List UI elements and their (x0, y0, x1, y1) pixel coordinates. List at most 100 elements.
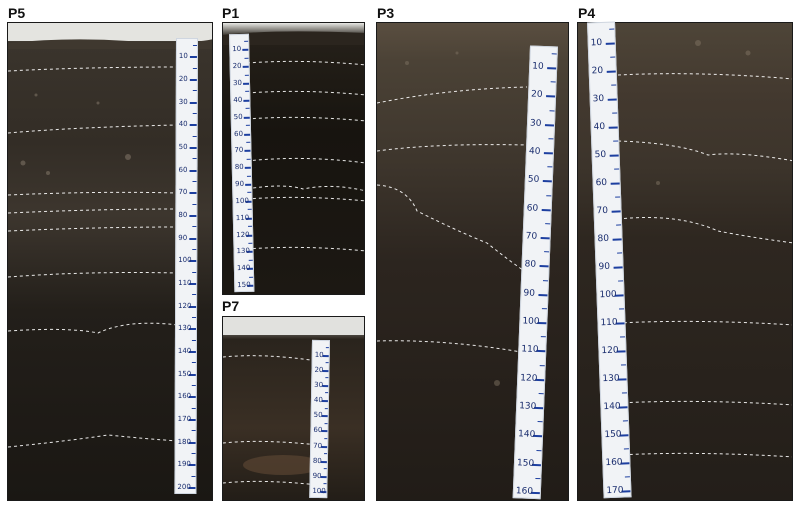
tape-tick-label: 40 (233, 95, 243, 105)
tape-minor-tick (538, 392, 544, 395)
tape-minor-tick (192, 113, 197, 115)
tape-minor-tick (621, 392, 627, 394)
tape-minor-tick (192, 317, 197, 319)
tape-tick (242, 66, 249, 69)
tape-tick (189, 237, 197, 240)
tape-minor-tick (610, 56, 616, 58)
tape-minor-tick (191, 475, 196, 477)
tape-tick-label: 10 (232, 45, 242, 54)
tape-minor-tick (191, 385, 196, 387)
tape-tick-label: 60 (178, 165, 188, 174)
tape-tick-label: 30 (232, 79, 243, 88)
tape-minor-tick (192, 226, 197, 228)
panel-label-p5: P5 (8, 5, 26, 21)
tape-tick-label: 80 (312, 456, 322, 465)
tape-tick (611, 210, 621, 213)
tape-tick (242, 49, 249, 52)
tape-tick-label: 160 (515, 486, 534, 497)
tape-minor-tick (245, 108, 250, 110)
tape-tick-label: 10 (590, 37, 603, 49)
tape-minor-tick (619, 336, 626, 338)
panel-label-p7: P7 (222, 298, 240, 314)
tape-minor-tick (192, 203, 197, 205)
tape-tick-label: 30 (529, 118, 542, 129)
tape-minor-tick (191, 339, 196, 341)
tape-minor-tick (246, 175, 251, 177)
tape-tick-label: 20 (178, 74, 188, 84)
tape-minor-tick (325, 392, 329, 394)
tape-tick (244, 133, 251, 136)
tape-tick-label: 150 (604, 429, 622, 441)
tape-tick-label: 130 (602, 373, 620, 385)
tape-minor-tick (244, 40, 249, 42)
tape-minor-tick (612, 112, 618, 114)
tape-tick-label: 130 (177, 324, 192, 333)
tape-minor-tick (546, 194, 552, 196)
tape-tick-label: 50 (594, 149, 607, 161)
tape-tick-label: 80 (524, 259, 537, 271)
tape-minor-tick (246, 141, 251, 143)
tape-minor-tick (246, 158, 251, 160)
tape-tick-label: 50 (313, 411, 323, 420)
measuring-tape-p7: 10 20 30 40 50 60 70 80 90 100 (309, 339, 330, 499)
panel-label-p3: P3 (377, 5, 395, 21)
tape-tick-label: 40 (313, 395, 323, 405)
tape-tick (189, 124, 197, 127)
tape-minor-tick (248, 259, 253, 261)
tape-tick (540, 237, 550, 240)
tape-tick-label: 90 (598, 261, 611, 273)
tape-minor-tick (620, 364, 626, 366)
tape-minor-tick (244, 57, 249, 59)
tape-tick-label: 100 (312, 486, 326, 496)
tape-tick (189, 56, 197, 59)
tape-tick-label: 150 (516, 457, 535, 469)
tape-minor-tick (247, 209, 252, 211)
tape-tick (546, 95, 556, 98)
tape-minor-tick (192, 181, 197, 183)
tape-tick-label: 200 (177, 482, 191, 492)
tape-tick-label: 140 (177, 346, 192, 356)
tape-minor-tick (614, 168, 620, 170)
tape-minor-tick (618, 280, 624, 282)
tape-minor-tick (536, 449, 542, 451)
tape-tick-label: 70 (234, 146, 244, 155)
tape-minor-tick (325, 377, 329, 379)
tape-tick-label: 10 (178, 52, 188, 61)
tape-tick-label: 110 (178, 278, 192, 288)
tape-tick-label: 120 (520, 373, 538, 384)
tape-tick-label: 70 (313, 441, 323, 450)
tape-minor-tick (249, 276, 254, 278)
tape-minor-tick (551, 53, 557, 55)
tape-tick-label: 100 (178, 256, 192, 265)
tape-tick-label: 30 (314, 380, 324, 389)
tape-minor-tick (324, 453, 328, 455)
tape-tick (189, 79, 197, 82)
tape-minor-tick (613, 140, 619, 142)
tape-minor-tick (192, 294, 197, 296)
tape-tick-label: 40 (593, 121, 606, 133)
tape-tick-label: 60 (234, 129, 244, 138)
tape-tick-label: 120 (601, 345, 619, 357)
tape-tick-label: 130 (518, 401, 537, 412)
tape-tick-label: 60 (526, 203, 539, 214)
tape-tick-label: 40 (528, 146, 541, 158)
tape-tick-label: 50 (178, 142, 188, 152)
tape-tick (243, 116, 250, 119)
tape-tick-label: 50 (233, 112, 243, 121)
tape-minor-tick (248, 225, 253, 227)
tape-minor-tick (192, 271, 197, 273)
tape-tick-label: 20 (591, 65, 604, 77)
tape-tick (244, 150, 251, 153)
tape-minor-tick (544, 251, 550, 253)
tape-tick-label: 160 (177, 392, 192, 401)
panel-label-p4: P4 (578, 5, 596, 21)
tape-tick (613, 266, 623, 269)
tape-minor-tick (617, 252, 623, 254)
tape-tick (607, 98, 617, 101)
tape-tick-label: 20 (314, 365, 324, 374)
tape-minor-tick (619, 308, 625, 310)
tape-tick (189, 101, 197, 104)
tape-tick-label: 90 (178, 233, 188, 242)
tape-tick-label: 10 (532, 61, 544, 73)
tape-minor-tick (192, 135, 197, 137)
